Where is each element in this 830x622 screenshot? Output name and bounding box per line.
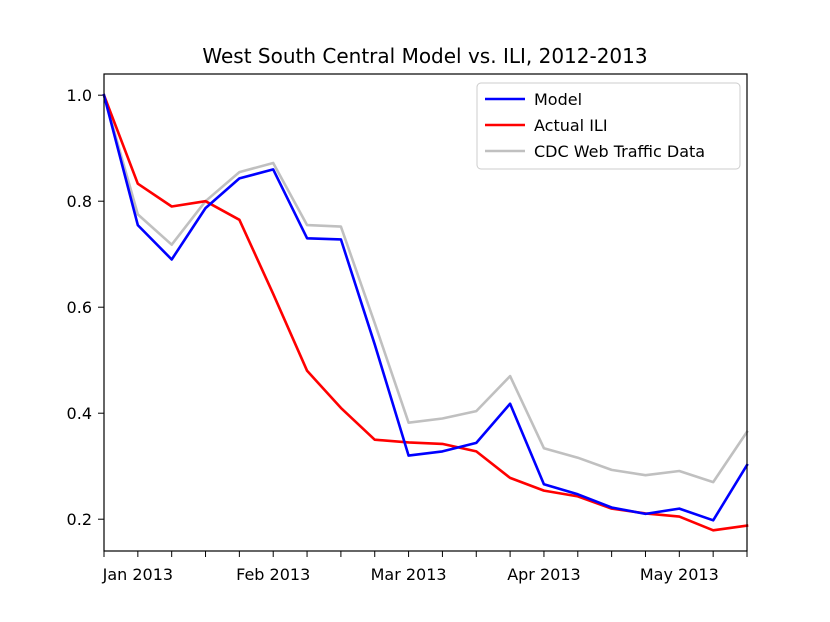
y-tick-label: 0.6 xyxy=(67,298,92,317)
x-tick-label: Jan 2013 xyxy=(102,565,173,584)
series-line-model xyxy=(102,93,749,522)
chart-title: West South Central Model vs. ILI, 2012-2… xyxy=(202,44,647,68)
legend-box xyxy=(476,82,741,170)
y-tick-label: 0.2 xyxy=(67,510,92,529)
x-tick-label: Feb 2013 xyxy=(236,565,310,584)
series-line-cdc-web-traffic-data xyxy=(102,93,749,484)
y-tick-label: 0.4 xyxy=(67,404,92,423)
x-tick-label: Mar 2013 xyxy=(371,565,447,584)
axes-frame xyxy=(103,73,748,552)
plot-area: 0.2 0.4 0.6 0.8 1.0 Jan 2013 Feb 2013 Mar 2013 A… xyxy=(67,73,749,584)
legend: Model Actual ILI CDC Web Traffic Data xyxy=(476,82,741,170)
legend-label: Model xyxy=(534,90,582,109)
legend-label: Actual ILI xyxy=(534,116,608,135)
x-tick-label: Apr 2013 xyxy=(507,565,580,584)
x-tick-label: May 2013 xyxy=(640,565,719,584)
legend-label: CDC Web Traffic Data xyxy=(534,142,705,161)
y-tick-label: 0.8 xyxy=(67,192,92,211)
y-tick-label: 1.0 xyxy=(67,86,92,105)
